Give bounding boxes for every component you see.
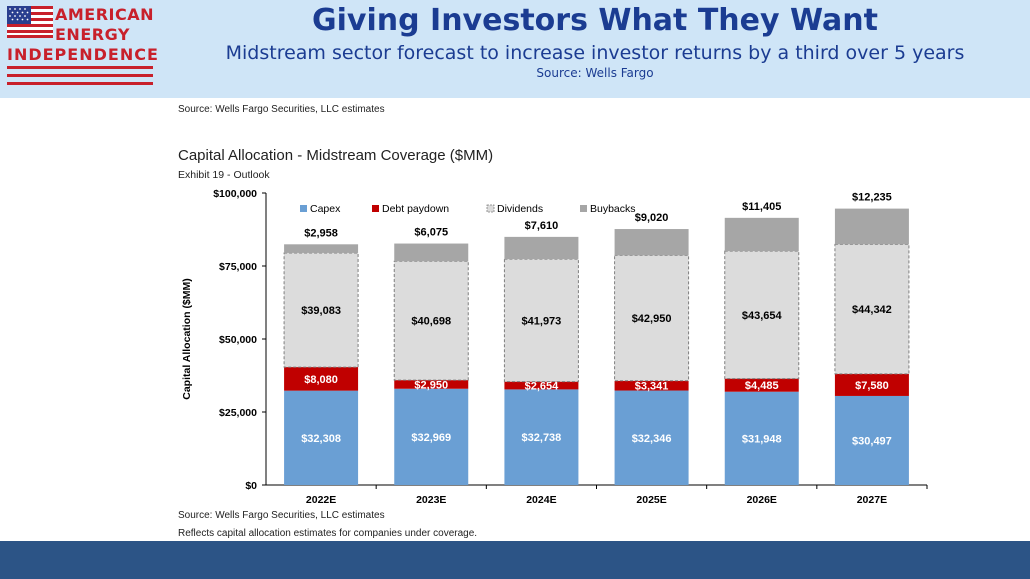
data-label: $12,235 — [852, 192, 892, 204]
y-tick-label: $25,000 — [219, 407, 257, 419]
bar-segment-dividends — [393, 260, 469, 381]
x-tick-label: 2025E — [636, 494, 666, 506]
bar-segment-dividends — [724, 250, 800, 380]
data-label: $32,308 — [301, 433, 341, 445]
bar-segment-buybacks — [504, 236, 579, 260]
y-axis-label: Capital Allocation ($MM) — [181, 278, 193, 400]
legend-label: Debt paydown — [382, 203, 449, 215]
logo-line-independence: INDEPENDENCE — [7, 45, 159, 64]
bar-segment-debt-paydown — [394, 380, 469, 389]
data-label: $4,485 — [745, 380, 779, 392]
legend-swatch — [486, 204, 495, 213]
data-label: $9,020 — [635, 212, 669, 224]
bottom-source-note: Source: Wells Fargo Securities, LLC esti… — [178, 510, 385, 521]
chart-subtitle: Exhibit 19 - Outlook — [178, 169, 270, 181]
data-label: $40,698 — [411, 316, 451, 328]
data-label: $42,950 — [632, 313, 672, 325]
bottom-reflects-note: Reflects capital allocation estimates fo… — [178, 528, 478, 539]
bar-segment-capex — [614, 390, 689, 485]
data-label: $31,948 — [742, 433, 782, 445]
bar-segment-debt-paydown — [284, 367, 359, 391]
bar-segment-buybacks — [614, 229, 689, 256]
bar-segment-buybacks — [834, 208, 909, 245]
y-tick-label: $0 — [245, 480, 257, 492]
legend-label: Buybacks — [590, 203, 636, 215]
bar-segment-debt-paydown — [724, 378, 799, 392]
data-label: $7,610 — [525, 220, 559, 232]
bar-segment-debt-paydown — [834, 373, 909, 396]
data-label: $32,346 — [632, 433, 672, 445]
y-tick-label: $100,000 — [213, 188, 257, 200]
bar-segment-dividends — [283, 252, 359, 368]
data-label: $39,083 — [301, 305, 341, 317]
bar-segment-debt-paydown — [614, 380, 689, 391]
x-tick-label: 2022E — [306, 494, 336, 506]
data-label: $3,341 — [635, 381, 669, 393]
x-tick-label: 2023E — [416, 494, 446, 506]
bar-segment-capex — [504, 389, 579, 485]
logo-stripes-decoration — [7, 66, 153, 85]
legend-label: Dividends — [497, 203, 543, 215]
bar-segment-capex — [834, 395, 909, 485]
data-label: $43,654 — [742, 310, 783, 322]
bar-segment-dividends — [834, 243, 910, 375]
bar-segment-buybacks — [284, 244, 359, 253]
chart-title: Capital Allocation - Midstream Coverage … — [178, 147, 494, 164]
bar-segment-buybacks — [724, 217, 799, 252]
data-label: $2,958 — [304, 227, 338, 239]
bar-segment-capex — [284, 390, 359, 485]
data-label: $2,654 — [525, 381, 560, 393]
legend-label: Capex — [310, 203, 341, 215]
data-label: $41,973 — [522, 315, 562, 327]
bar-segment-dividends — [614, 254, 690, 382]
data-label: $2,950 — [414, 379, 448, 391]
footer-bar — [0, 541, 1030, 579]
bar-segment-capex — [724, 391, 799, 485]
company-logo: AMERICAN ENERGY INDEPENDENCE — [5, 4, 158, 96]
x-tick-label: 2027E — [857, 494, 887, 506]
bar-segment-capex — [394, 388, 469, 485]
y-tick-label: $75,000 — [219, 261, 257, 273]
legend-swatch — [580, 205, 587, 212]
top-source-note: Source: Wells Fargo Securities, LLC esti… — [178, 104, 385, 115]
header-banner — [0, 0, 1030, 98]
header-source: Source: Wells Fargo — [536, 66, 654, 80]
legend-swatch — [300, 205, 307, 212]
bar-segment-debt-paydown — [504, 381, 579, 390]
data-label: $30,497 — [852, 435, 892, 447]
data-label: $44,342 — [852, 304, 892, 316]
data-label: $7,580 — [855, 380, 889, 392]
data-label: $32,969 — [411, 432, 451, 444]
data-label: $11,405 — [742, 201, 781, 213]
data-label: $32,738 — [522, 432, 562, 444]
page-subtitle: Midstream sector forecast to increase in… — [225, 42, 965, 64]
logo-line-energy: ENERGY — [55, 25, 130, 44]
y-tick-label: $50,000 — [219, 334, 257, 346]
data-label: $6,075 — [414, 227, 448, 239]
logo-line-american: AMERICAN — [55, 5, 155, 24]
page-title: Giving Investors What They Want — [312, 3, 878, 38]
us-flag-icon — [7, 6, 53, 38]
legend-swatch — [372, 205, 379, 212]
x-tick-label: 2026E — [747, 494, 777, 506]
bar-segment-buybacks — [394, 243, 469, 262]
x-tick-label: 2024E — [526, 494, 556, 506]
data-label: $8,080 — [304, 374, 338, 386]
